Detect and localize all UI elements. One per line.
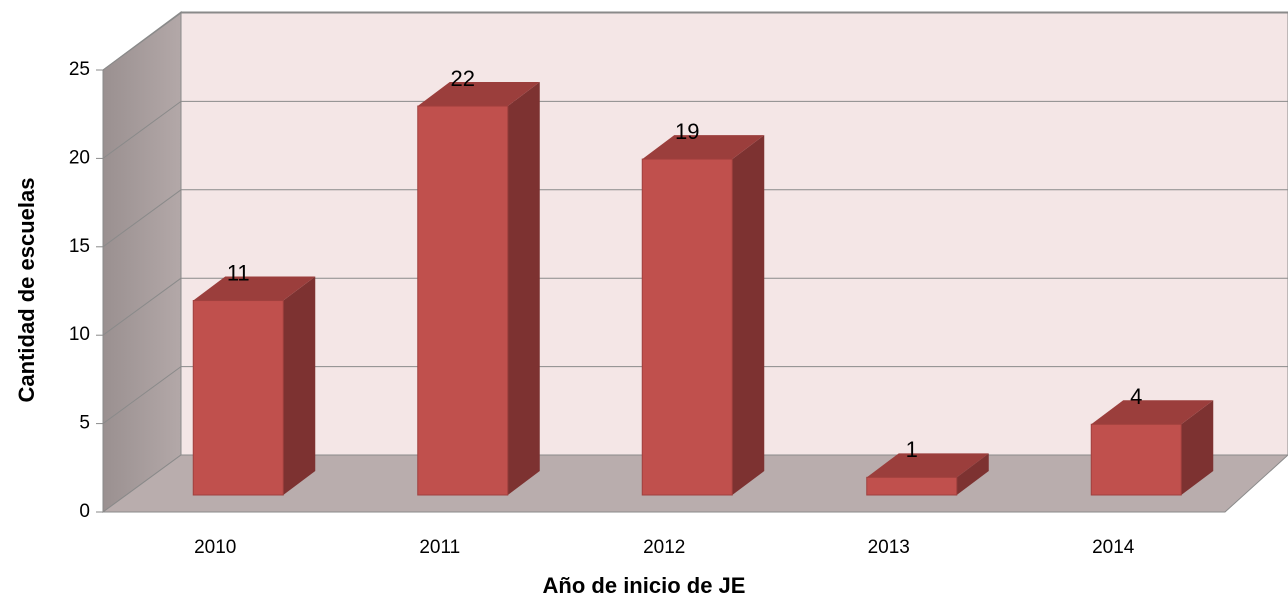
bar-top (1091, 400, 1214, 425)
bar-side (956, 453, 989, 495)
y-tick-label: 0 (79, 501, 90, 522)
x-tick-label: 2010 (194, 537, 236, 558)
bar-top (417, 82, 540, 107)
x-tick-label: 2013 (868, 537, 910, 558)
bar-side (283, 276, 316, 495)
grid-line (102, 277, 182, 336)
bar (417, 105, 509, 496)
y-tick-label: 15 (69, 236, 90, 257)
side-wall (102, 11, 182, 513)
x-tick-label: 2012 (643, 537, 685, 558)
grid-line (102, 366, 182, 425)
x-tick-label: 2011 (419, 537, 460, 558)
y-axis-title: Cantidad de escuelas (14, 178, 39, 403)
bar-top (193, 276, 316, 301)
bar-side (1181, 400, 1214, 495)
bar (641, 158, 733, 496)
y-tick-label: 20 (69, 147, 90, 168)
bar-side (732, 135, 765, 495)
bar (192, 300, 284, 496)
data-label: 22 (451, 66, 475, 91)
bar-side (507, 82, 540, 495)
x-tick-label: 2014 (1092, 537, 1135, 558)
y-tick-label: 5 (79, 413, 90, 434)
data-label: 4 (1130, 384, 1142, 409)
data-label: 1 (906, 437, 918, 462)
bar-top (866, 453, 989, 478)
bar-top (642, 135, 765, 160)
y-tick-label: 10 (69, 324, 90, 345)
grid-line (102, 189, 182, 248)
bar (1090, 423, 1182, 496)
x-axis-title: Año de inicio de JE (543, 573, 746, 598)
bar (866, 476, 958, 496)
y-tick-label: 25 (69, 59, 90, 80)
data-label: 11 (227, 260, 250, 285)
grid-line (102, 12, 182, 71)
grid-line (102, 100, 182, 159)
data-label: 19 (675, 119, 699, 144)
